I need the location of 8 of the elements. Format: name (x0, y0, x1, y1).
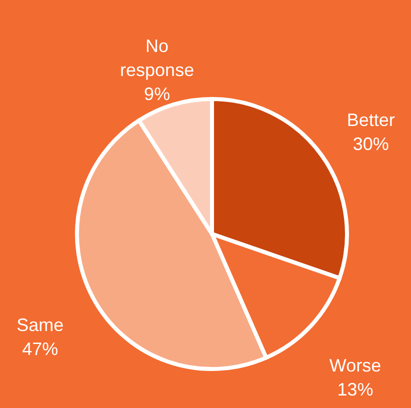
slice-label: No response (120, 36, 194, 80)
slice-label: Same (16, 315, 64, 336)
slice-label: Better (346, 110, 395, 130)
data-label: 13% (337, 379, 374, 400)
data-label: 47% (22, 339, 58, 360)
data-label: 9% (144, 84, 170, 104)
data-label: 30% (352, 134, 389, 154)
slice-label: Worse (329, 355, 382, 376)
